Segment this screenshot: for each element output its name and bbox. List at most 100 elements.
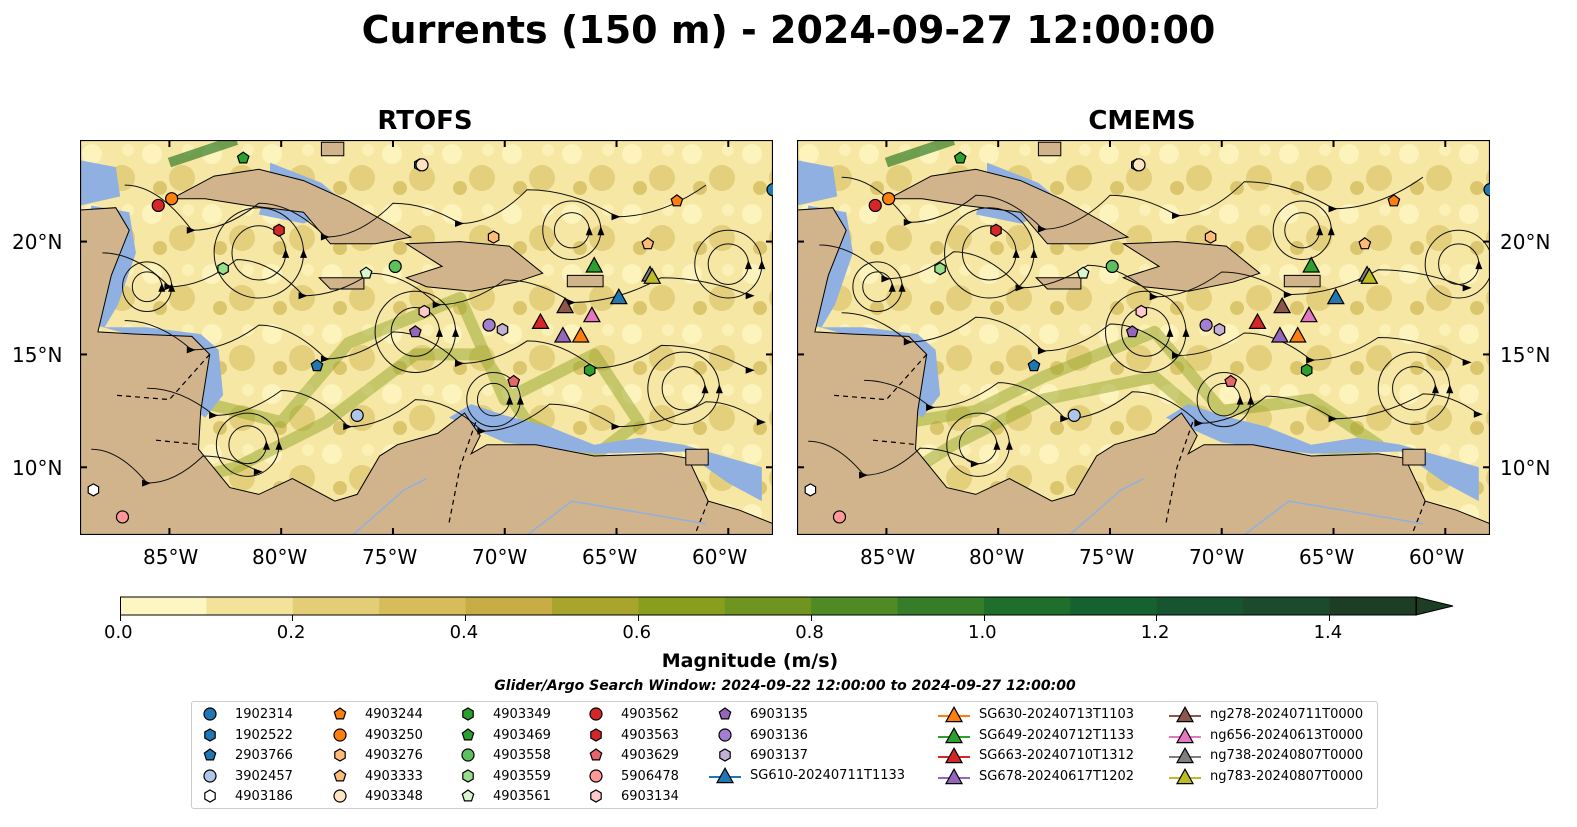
streamline-arrow (1236, 395, 1244, 405)
pentagon-marker-icon (461, 789, 475, 802)
legend-label: SG649-20240712T1133 (979, 727, 1135, 743)
streamline-arrow (1037, 225, 1047, 233)
streamline-arrow (320, 233, 330, 241)
legend-label: 5906478 (621, 768, 679, 784)
colorbar-segment (379, 597, 467, 615)
argo-float-3902457 (350, 408, 364, 422)
glider-ng783-20240807T0000 (1360, 267, 1379, 284)
colorbar-segment (811, 597, 899, 615)
colorbar-tick-label: 1.4 (1313, 622, 1343, 643)
legend-label: 6903135 (750, 707, 808, 722)
lat-label-15n-left: 15°N (12, 343, 63, 367)
streamline-arrow (1172, 212, 1182, 220)
argo-float-4903561 (359, 266, 373, 279)
land-trinidad (685, 448, 709, 466)
argo-float-5906478 (832, 510, 847, 524)
argo-float-4903349 (1300, 363, 1313, 377)
streamline-arrow (888, 282, 896, 292)
streamline (808, 440, 977, 476)
streamline-arrow (1327, 226, 1335, 236)
streamline (147, 387, 763, 432)
circle-marker-icon (589, 768, 603, 783)
colorbar-tick-mark (292, 615, 294, 621)
streamline-arrow (1182, 327, 1190, 337)
argo-float-5906478 (115, 510, 130, 524)
streamline-arrow (903, 338, 913, 346)
hexagon-marker-icon (334, 748, 346, 762)
streamline-arrow (1012, 248, 1020, 258)
border-line (872, 439, 918, 446)
legend-label: 4903561 (493, 789, 551, 804)
legend-item-1902314: 1902314 (202, 705, 322, 725)
legend-item-SG630-20240713T1103: SG630-20240713T1103 (936, 705, 1166, 725)
streamline-arrow (1037, 347, 1047, 355)
legend-item-4903244: 4903244 (332, 705, 452, 725)
colorbar-tick-label: 0.8 (795, 622, 824, 643)
legend-item-4903469: 4903469 (460, 726, 580, 746)
pentagon-marker-icon (333, 768, 347, 781)
argo-float-4903469 (953, 151, 967, 164)
streamline-arrow (209, 411, 219, 419)
legend-item-ng783-20240807T0000: ng783-20240807T0000 (1167, 767, 1397, 787)
argo-float-6903135 (1125, 325, 1139, 338)
legend-item-4903250: 4903250 (332, 726, 452, 746)
border-line (1411, 500, 1426, 535)
legend-label: 4903349 (493, 707, 551, 722)
river (1243, 500, 1424, 535)
streamline-arrow (300, 248, 308, 258)
land-puertorico (566, 274, 604, 288)
argo-float-3902457 (1067, 408, 1081, 422)
colorbar (120, 596, 1454, 616)
streamline (841, 176, 1424, 230)
streamline-arrow (756, 418, 766, 426)
legend-label: 4903562 (621, 707, 679, 722)
streamline-arrow (993, 440, 1001, 450)
lon-label-75w-right: 75°W (1079, 545, 1135, 569)
legend-item-3902457: 3902457 (202, 767, 322, 787)
streamline-arrow (701, 384, 709, 394)
legend-item-4903349: 4903349 (460, 705, 580, 725)
colorbar-tick-label: 1.2 (1140, 622, 1170, 643)
streamline-arrow (452, 327, 460, 337)
streamline-arrow (744, 260, 752, 270)
streamline-arrow (455, 220, 465, 228)
streamline-arrow (1030, 248, 1038, 258)
streamline-arrow (477, 427, 487, 435)
legend-label: 4903559 (493, 768, 551, 784)
legend-label: SG610-20240711T1133 (750, 768, 906, 783)
legend-label: 3902457 (235, 768, 293, 784)
streamline-arrow (585, 226, 593, 236)
streamline-arrow (435, 327, 443, 337)
border-line (113, 354, 211, 401)
colorbar-segment (1329, 597, 1417, 615)
legend-label: 4903558 (493, 748, 551, 763)
streamline-arrow (516, 395, 524, 405)
argo-float-6903136 (1199, 318, 1213, 332)
circle-marker-icon (333, 789, 347, 803)
river (526, 500, 707, 535)
colorbar-tick-mark (1329, 615, 1331, 621)
hexagon-marker-icon (204, 727, 216, 742)
legend-item-4903629: 4903629 (588, 746, 708, 766)
lon-label-70w-right: 70°W (1189, 545, 1245, 569)
streamline-arrow (611, 423, 621, 431)
legend-label: 6903136 (750, 727, 808, 743)
legend-item-5906478: 5906478 (588, 767, 708, 787)
lon-label-85w-left: 85°W (143, 545, 199, 569)
streamline-arrow (1328, 205, 1338, 213)
triangle-marker-icon (938, 767, 970, 784)
legend-label: ng278-20240711T0000 (1210, 707, 1364, 722)
triangle-marker-icon (1169, 705, 1201, 723)
streamline-arrow (1473, 410, 1483, 418)
streamline-arrow (262, 440, 270, 450)
streamline-arrow (186, 226, 196, 234)
argo-float-2903766 (1027, 358, 1041, 372)
argo-float-6903137 (1213, 322, 1226, 337)
glider-ng656-20240613T0000 (1299, 306, 1318, 323)
argo-float-4903559 (934, 262, 946, 276)
hexagon-marker-icon (462, 768, 474, 783)
shallow-shelf (1165, 404, 1479, 502)
streamline-arrow (1446, 384, 1454, 394)
streamline-arrow (611, 213, 621, 221)
argo-float-1902314 (1483, 183, 1490, 197)
